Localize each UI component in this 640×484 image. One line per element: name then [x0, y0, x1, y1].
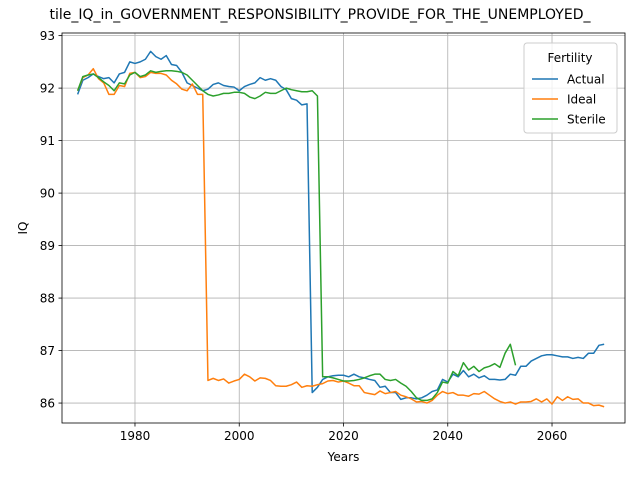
legend: Fertility Actual Ideal Sterile [523, 42, 618, 134]
legend-box [523, 42, 618, 134]
grid-lines [62, 33, 625, 423]
legend-label-actual: Actual [567, 73, 605, 87]
y-tick-label: 90 [40, 187, 55, 201]
chart-title: tile_IQ_in_GOVERNMENT_RESPONSIBILITY_PRO… [50, 7, 592, 23]
series-layer [76, 50, 605, 408]
y-tick-label: 86 [40, 397, 55, 411]
y-tick-label: 88 [40, 292, 55, 306]
legend-title: Fertility [547, 51, 592, 65]
y-tick-label: 92 [40, 82, 55, 96]
y-tick-label: 89 [40, 239, 55, 253]
series-line-sterile [76, 70, 517, 402]
legend-label-ideal: Ideal [567, 93, 596, 107]
y-tick-label: 87 [40, 344, 55, 358]
x-axis-label: Years [327, 450, 360, 464]
legend-items: Actual Ideal Sterile [532, 73, 606, 127]
legend-label-sterile: Sterile [567, 113, 606, 127]
x-axis: 1980 2000 2020 2040 2060 [120, 423, 568, 443]
y-tick-label: 93 [40, 29, 55, 43]
series-line-ideal [76, 67, 605, 408]
x-tick-label: 2040 [432, 429, 463, 443]
x-tick-label: 2000 [224, 429, 255, 443]
series-line-actual [76, 50, 605, 401]
x-tick-label: 2020 [328, 429, 359, 443]
y-axis: 86 87 88 89 90 91 92 93 [40, 29, 62, 411]
y-axis-label: IQ [16, 222, 30, 235]
x-tick-label: 1980 [120, 429, 151, 443]
x-tick-label: 2060 [537, 429, 568, 443]
y-tick-label: 91 [40, 134, 55, 148]
